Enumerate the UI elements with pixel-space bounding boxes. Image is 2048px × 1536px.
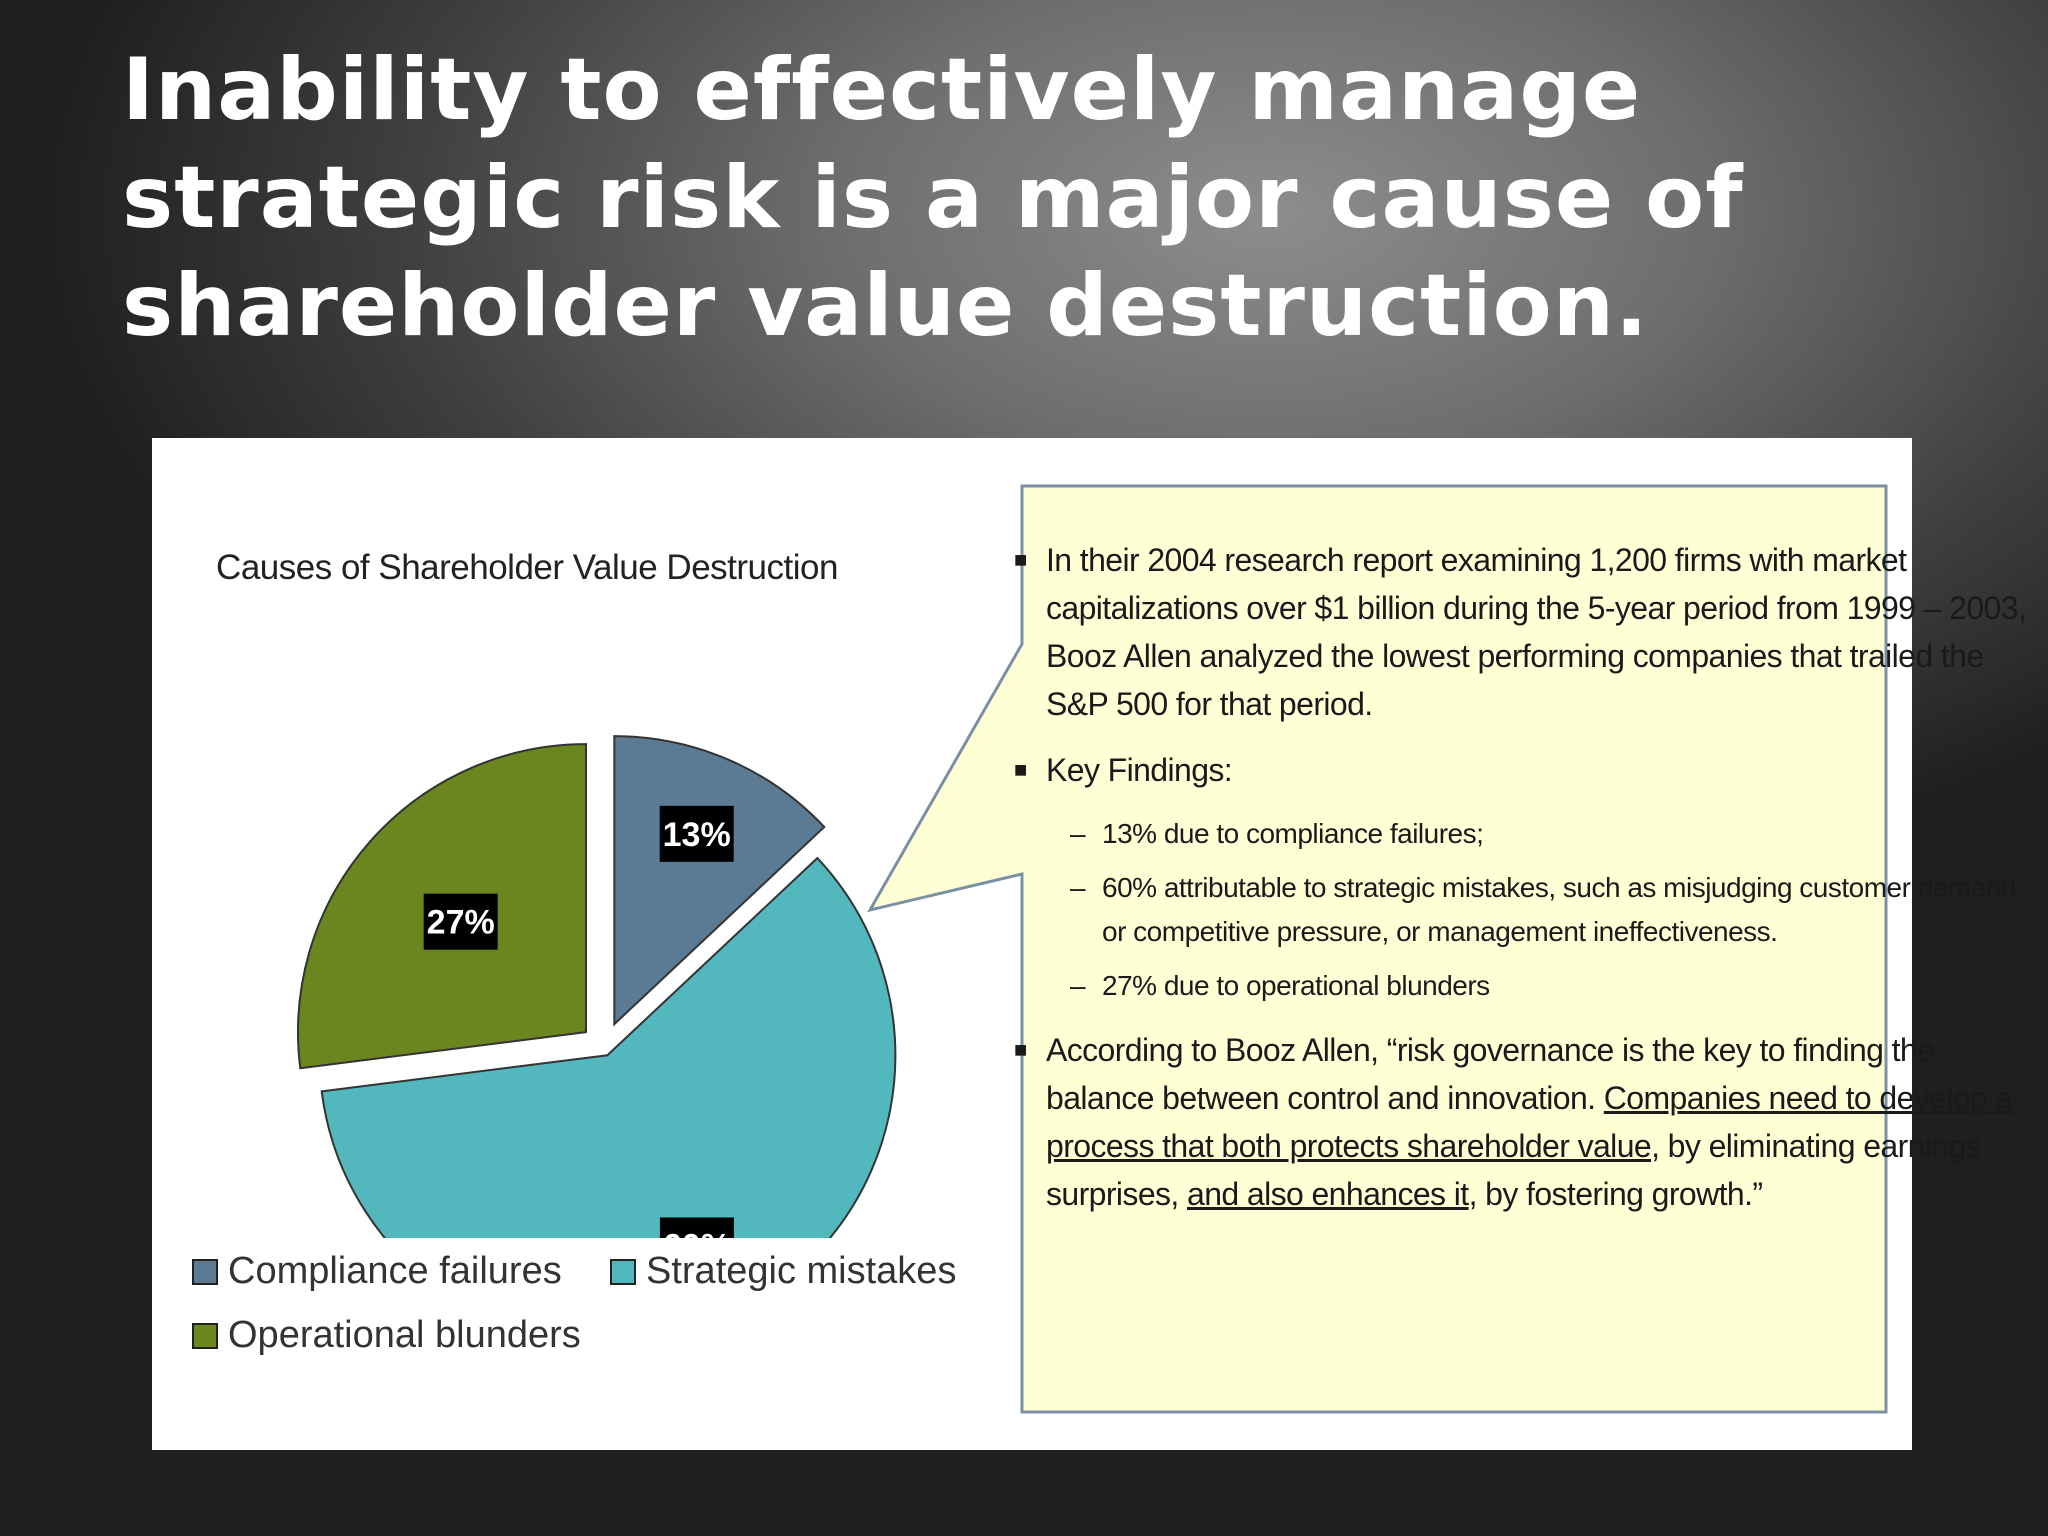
legend-item-operational: Operational blunders [192, 1314, 581, 1357]
bullet-marker: ■ [1014, 1037, 1027, 1062]
legend-swatch-compliance [192, 1258, 218, 1285]
chart-panel: Causes of Shareholder Value Destruction … [152, 438, 2027, 1450]
callout-text: ■ In their 2004 research report examinin… [1014, 536, 2034, 1236]
quote-part: , by eliminating earnings surprises, [1046, 1128, 1982, 1212]
bullet-marker: ■ [1014, 547, 1027, 572]
quote-part: , by fostering growth.” [1468, 1176, 1763, 1212]
callout-bullet-findings-text: Key Findings: [1046, 752, 1233, 788]
finding-text: 13% due to compliance failures; [1102, 818, 1484, 849]
pie-label-operational: 27% [423, 893, 498, 950]
pie-label-box [659, 805, 734, 862]
finding-item: – 27% due to operational blunders [1070, 964, 2034, 1008]
slide-title: Inability to effectively manage strategi… [122, 40, 1744, 356]
dash-marker: – [1070, 872, 1086, 903]
pie-label-strategic: 60% [659, 1217, 734, 1238]
finding-text: 27% due to operational blunders [1102, 970, 1490, 1001]
pie-label-text: 13% [663, 816, 731, 854]
legend-label-operational: Operational blunders [228, 1314, 581, 1356]
chart-title: Causes of Shareholder Value Destruction [216, 548, 838, 587]
finding-text: 60% attributable to strategic mistakes, … [1102, 872, 2016, 947]
pie-label-box [423, 893, 498, 950]
legend-swatch-operational [192, 1322, 218, 1349]
legend-item-compliance: Compliance failures [192, 1250, 562, 1293]
finding-item: – 13% due to compliance failures; [1070, 812, 2034, 856]
callout-bullet-quote: ■ According to Booz Allen, “risk governa… [1014, 1026, 2034, 1218]
callout-bullet-study: ■ In their 2004 research report examinin… [1014, 536, 2034, 728]
dash-marker: – [1070, 970, 1086, 1001]
callout-bullet-findings: ■ Key Findings: [1014, 746, 2034, 794]
legend-label-compliance: Compliance failures [228, 1250, 562, 1292]
quote-part: According to Booz Allen, “risk governanc… [1046, 1032, 1935, 1116]
pie-label-compliance: 13% [659, 805, 734, 862]
legend-swatch-strategic [610, 1258, 636, 1285]
finding-item: – 60% attributable to strategic mistakes… [1070, 866, 2034, 954]
legend-label-strategic: Strategic mistakes [646, 1250, 957, 1292]
pie-label-box [659, 1217, 734, 1238]
pie-label-text: 60% [663, 1227, 731, 1238]
pie-label-text: 27% [427, 904, 495, 942]
quote-underlined-part: Companies need to develop a process that… [1046, 1080, 2013, 1164]
dash-marker: – [1070, 818, 1086, 849]
callout-bullet-quote-text: According to Booz Allen, “risk governanc… [1046, 1026, 2034, 1218]
quote-underlined-part: and also enhances it [1187, 1176, 1469, 1212]
pie-slice-strategic [320, 856, 897, 1238]
callout-bullet-study-text: In their 2004 research report examining … [1046, 542, 2027, 722]
pie-chart: 13% 60% 27% [297, 735, 897, 1238]
bullet-marker: ■ [1014, 757, 1027, 782]
legend-item-strategic: Strategic mistakes [610, 1250, 956, 1293]
callout-box [866, 484, 1888, 1414]
